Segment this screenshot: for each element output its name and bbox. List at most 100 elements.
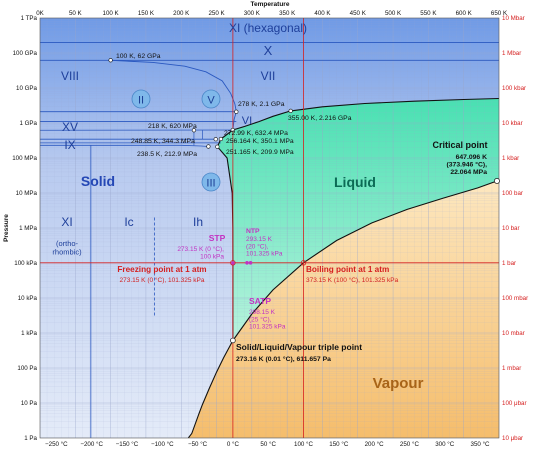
ntp-title: NTP [246, 228, 260, 235]
top-tick-label: 250 K [208, 10, 225, 17]
satp-detail: 298.15 K (25 °C), 101.325 kPa [249, 309, 286, 331]
right-tick-label: 100 kbar [502, 85, 526, 92]
left-tick-label: 10 kPa [18, 295, 38, 302]
point-marker [191, 128, 197, 133]
point-marker [206, 144, 211, 149]
ice-phase-circle [201, 89, 221, 109]
point-label: 100 K, 62 GPa [116, 53, 161, 60]
phase-boundary-2 [220, 129, 234, 140]
boiling-point-marker [300, 260, 307, 266]
label-orthorhombic: (ortho-rhombic) [52, 239, 82, 256]
label-solid: Solid [81, 173, 115, 189]
point-label: 251.165 K, 209.9 MPa [226, 149, 294, 156]
point-label: 278 K, 2.1 GPa [238, 101, 285, 108]
label-ih: Ih [193, 215, 203, 229]
top-tick-label: 350 K [279, 10, 296, 17]
left-tick-label: 10 GPa [16, 85, 38, 92]
point-marker [108, 58, 113, 63]
ntp-marker [245, 260, 249, 265]
freezing-point-title: Freezing point at 1 atm [117, 265, 206, 274]
point-marker [218, 136, 223, 142]
right-tick-label: 10 kbar [502, 120, 523, 127]
left-tick-label: 10 Pa [21, 400, 38, 407]
label-ice-ii: II [138, 95, 144, 107]
left-tick-label: 1 MPa [19, 225, 37, 232]
bottom-tick-label: −100 °C [151, 441, 174, 448]
top-tick-label: 600 K [456, 10, 473, 17]
label-liquid: Liquid [334, 174, 376, 190]
point-label: 355.00 K, 2.216 GPa [288, 115, 352, 122]
bottom-tick-label: 100 °C [294, 441, 314, 448]
left-tick-label: 100 Pa [17, 365, 37, 372]
bottom-tick-label: 0 °C [227, 441, 240, 448]
phase-curves [40, 18, 499, 438]
ice-phase-circle [131, 89, 151, 109]
top-axis-title: Temperature [251, 1, 290, 8]
point-marker [288, 108, 293, 114]
left-tick-label: 1 kPa [21, 330, 37, 337]
critical-point-marker [493, 178, 500, 184]
bottom-tick-label: 300 °C [435, 441, 455, 448]
grid-lines [40, 18, 499, 438]
label-vii: VII [261, 69, 276, 83]
phase-boundary-6 [187, 340, 234, 438]
point-marker [234, 109, 239, 114]
bottom-tick-label: 150 °C [329, 441, 349, 448]
label-ic: Ic [124, 215, 133, 229]
right-tick-label: 10 mbar [502, 330, 525, 337]
label-viii: VIII [61, 69, 79, 83]
boundary-viii-vii [110, 59, 237, 112]
triple-point-title: Solid/Liquid/Vapour triple point [236, 342, 362, 352]
right-tick-label: 100 bar [502, 190, 523, 197]
satp-title: SATP [249, 296, 271, 306]
top-tick-label: 400 K [314, 10, 331, 17]
triple-point-marker [230, 337, 236, 344]
freezing-point-detail: 273.15 K (0 °C), 101.325 kPa [120, 276, 205, 284]
top-tick-label: 100 K [103, 10, 120, 17]
top-tick-label: 450 K [350, 10, 367, 17]
boiling-point-detail: 373.15 K (100 °C), 101.325 kPa [306, 276, 399, 284]
label-xv: XV [62, 120, 78, 134]
bottom-tick-label: 50 °C [260, 441, 276, 448]
bottom-tick-label: −250 °C [45, 441, 68, 448]
right-tick-label: 1 mbar [502, 365, 521, 372]
left-tick-label: 1 Pa [24, 435, 37, 442]
stp-detail: 273.15 K (0 °C), 100 kPa [177, 245, 224, 260]
left-tick-label: 10 MPa [16, 190, 38, 197]
right-tick-label: 10 bar [502, 225, 520, 232]
bottom-tick-label: −200 °C [80, 441, 103, 448]
ntp-detail: 293.15 K (20 °C), 101.325 kPa [246, 236, 283, 258]
label-vapour: Vapour [373, 375, 424, 392]
point-marker [215, 144, 220, 149]
right-tick-label: 10 Mbar [502, 15, 525, 22]
left-tick-label: 100 MPa [12, 155, 37, 162]
right-tick-label: 100 mbar [502, 295, 528, 302]
top-tick-label: 300 K [244, 10, 261, 17]
left-tick-label: 1 GPa [19, 120, 37, 127]
label-x: X [264, 43, 273, 58]
label-ix: IX [64, 138, 75, 152]
point-label: 272.99 K, 632.4 MPa [224, 130, 288, 137]
point-marker [230, 127, 235, 133]
phase-boundary-3 [232, 110, 291, 131]
critical-point-detail: 647.096 K (373.946 °C), 22.064 MPa [447, 154, 488, 176]
bottom-tick-label: 250 °C [400, 441, 420, 448]
plot-frame [39, 17, 500, 439]
satp-marker [248, 260, 253, 265]
right-tick-label: 1 Mbar [502, 50, 521, 57]
top-tick-label: 500 K [385, 10, 402, 17]
triple-point-detail: 273.16 K (0.01 °C), 611.657 Pa [236, 355, 331, 363]
right-tick-label: 100 μbar [502, 400, 527, 407]
right-tick-label: 1 bar [502, 260, 516, 267]
bottom-tick-label: 200 °C [365, 441, 385, 448]
freezing-point-marker [230, 260, 236, 266]
label-ice-iii: III [206, 178, 215, 190]
stp-title: STP [209, 233, 226, 243]
top-tick-label: 0K [36, 10, 44, 17]
axis-ticks: Temperature 0K 50 K 100 K 150 K 200 K 250 K 300… [3, 1, 528, 448]
stp-marker [231, 261, 235, 265]
bottom-tick-label: 350 °C [471, 441, 491, 448]
